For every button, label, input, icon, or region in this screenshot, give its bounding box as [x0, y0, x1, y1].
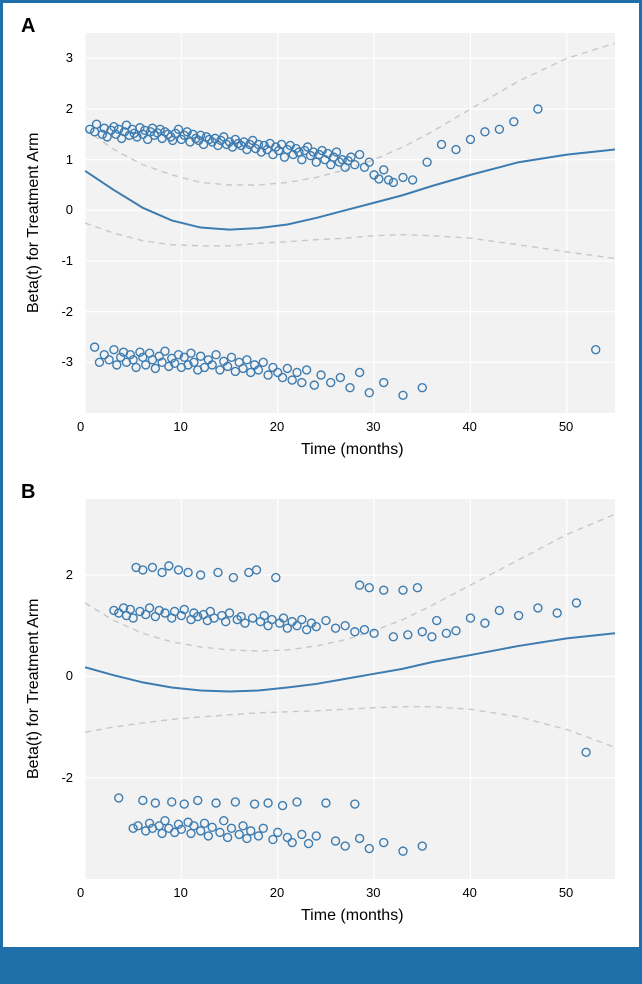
x-tick-label: 50 [559, 419, 573, 434]
panel-b-label: B [21, 481, 35, 504]
x-tick-label: 40 [462, 419, 476, 434]
y-tick-label: -1 [61, 253, 73, 268]
x-tick-label: 0 [77, 885, 84, 900]
x-tick-label: 10 [173, 419, 187, 434]
y-tick-label: 2 [66, 567, 73, 582]
panel-b-ylabel: Beta(t) for Treatment Arm [25, 599, 43, 780]
y-tick-label: -3 [61, 354, 73, 369]
panel-b-plot [85, 499, 615, 879]
x-tick-label: 10 [173, 885, 187, 900]
panel-b-xlabel: Time (months) [301, 907, 404, 925]
x-tick-label: 0 [77, 419, 84, 434]
x-tick-label: 20 [270, 419, 284, 434]
x-tick-label: 40 [462, 885, 476, 900]
x-tick-label: 20 [270, 885, 284, 900]
x-tick-label: 50 [559, 885, 573, 900]
x-tick-label: 30 [366, 885, 380, 900]
y-tick-label: 0 [66, 668, 73, 683]
panel-a-label: A [21, 15, 35, 38]
y-tick-label: 3 [66, 50, 73, 65]
panel-a-xlabel: Time (months) [301, 441, 404, 459]
y-tick-label: -2 [61, 770, 73, 785]
y-tick-label: -2 [61, 304, 73, 319]
y-tick-label: 1 [66, 152, 73, 167]
x-tick-label: 30 [366, 419, 380, 434]
figure-container: A Beta(t) for Treatment Arm Time (months… [0, 0, 642, 984]
panel-a-plot [85, 33, 615, 413]
footer-bar [3, 947, 639, 981]
y-tick-label: 2 [66, 101, 73, 116]
panel-a-ylabel: Beta(t) for Treatment Arm [25, 133, 43, 314]
y-tick-label: 0 [66, 202, 73, 217]
